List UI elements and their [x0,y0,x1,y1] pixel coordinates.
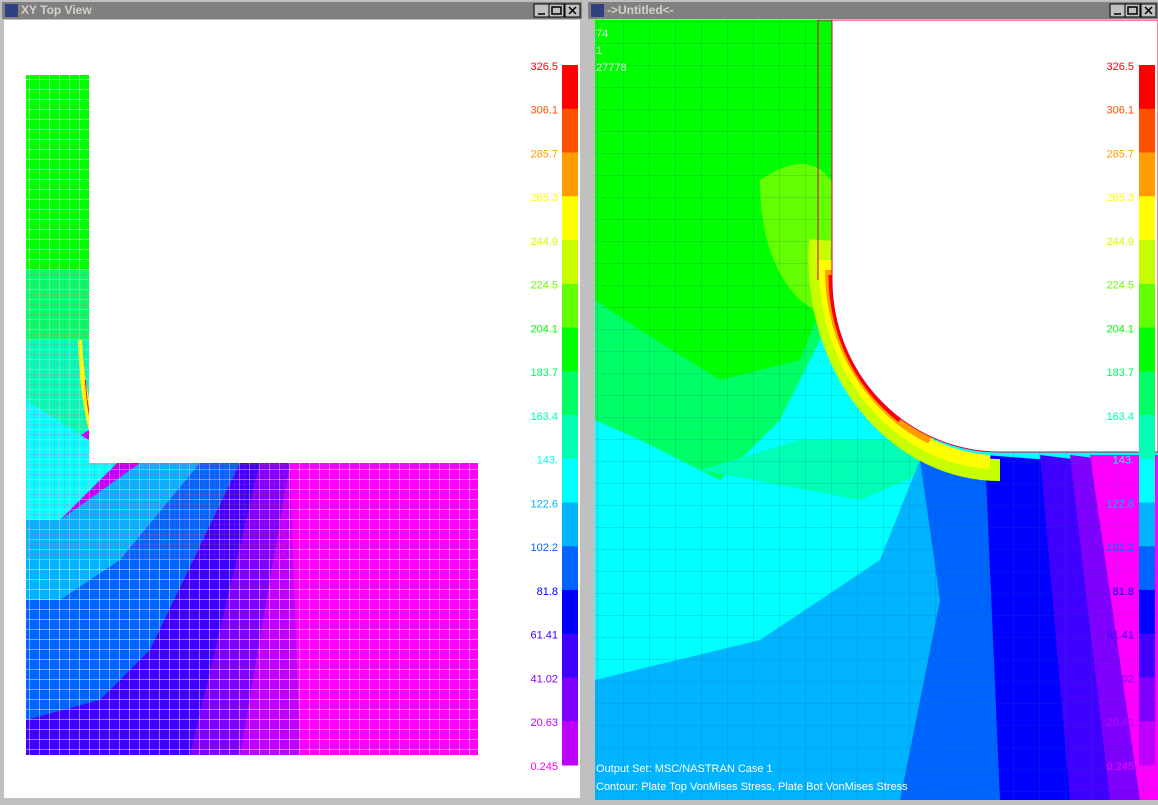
legend-label: 163.4 [1106,411,1134,423]
window-title: XY Top View [21,3,92,17]
legend-label: 224.5 [1106,280,1134,292]
legend-label: 326.5 [1106,61,1134,73]
legend-band [562,240,578,284]
legend-label: 285.7 [530,148,558,160]
legend-label: 122.6 [1106,498,1134,510]
legend-band [562,546,578,590]
legend-band [562,371,578,415]
legend-band [1139,678,1155,722]
info-line: 1 [596,45,602,57]
legend-label: 306.1 [530,105,558,117]
legend-label: 81.8 [1113,586,1134,598]
legend-band [562,503,578,547]
legend-band [1139,153,1155,197]
page: XY Top View 326.5 306.1 285.7 265.3 244.9 224… [0,0,1158,800]
legend-band [562,678,578,722]
legend-band [562,634,578,678]
legend-band [1139,459,1155,503]
minimize-button[interactable] [534,4,549,17]
legend-label: 183.7 [1106,367,1134,379]
right-window: ->Untitled<- 74 1 27778 326.5 306.1 285.7 265… [586,0,1158,800]
legend-label: 61.41 [1106,630,1134,642]
legend-label: 20.63 [1106,717,1134,729]
contour-view[interactable] [595,20,1158,800]
legend-label: 143. [537,455,558,467]
legend-label: 102.2 [1106,542,1134,554]
legend-label: 204.1 [1106,323,1134,335]
legend-band [1139,109,1155,153]
left-window: XY Top View 326.5 306.1 285.7 265.3 244.9 224… [0,0,584,800]
legend-band [562,459,578,503]
legend-band [1139,546,1155,590]
legend-label: 81.8 [537,586,558,598]
legend-band [1139,634,1155,678]
legend-band [1139,65,1155,109]
legend-label: 306.1 [1106,105,1134,117]
legend-band [562,196,578,240]
info-line: 27778 [596,62,627,74]
legend-label: 265.3 [1106,192,1134,204]
legend-band [562,65,578,109]
legend-label: 244.9 [1106,236,1134,248]
legend-band [1139,284,1155,328]
legend-label: 20.63 [530,717,558,729]
legend-label: 163.4 [530,411,558,423]
legend-label: 41.02 [1106,673,1134,685]
window-icon [591,4,604,17]
legend-label: 41.02 [530,673,558,685]
status-line: Output Set: MSC/NASTRAN Case 1 [596,763,773,775]
info-line: 74 [596,28,608,40]
legend-label: 0.245 [1106,761,1134,773]
legend-band [1139,415,1155,459]
legend-label: 122.6 [530,498,558,510]
legend-label: 61.41 [530,630,558,642]
legend-band [1139,240,1155,284]
legend-label: 102.2 [530,542,558,554]
legend-band [562,590,578,634]
window-buttons [534,4,580,17]
legend-label: 224.5 [530,280,558,292]
legend-label: 326.5 [530,61,558,73]
legend-band [562,721,578,765]
legend-label: 204.1 [530,323,558,335]
legend-band [562,109,578,153]
legend-label: 265.3 [530,192,558,204]
minimize-button[interactable] [1110,4,1125,17]
legend-band [562,415,578,459]
legend-band [562,328,578,372]
legend-band [562,153,578,197]
window-icon [5,4,18,17]
legend-label: 0.245 [530,761,558,773]
screen: XY Top View 326.5 306.1 285.7 265.3 244.9 224… [0,0,1158,800]
legend-band [1139,328,1155,372]
legend-label: 143. [1113,455,1134,467]
status-line: Contour: Plate Top VonMises Stress, Plat… [596,781,908,793]
legend-label: 285.7 [1106,148,1134,160]
legend-band [1139,371,1155,415]
legend-band [1139,196,1155,240]
legend-band [1139,503,1155,547]
legend-band [562,284,578,328]
legend-label: 244.9 [530,236,558,248]
legend-label: 183.7 [530,367,558,379]
window-title: ->Untitled<- [607,3,674,17]
legend-band [1139,721,1155,765]
window-buttons [1110,4,1156,17]
legend-band [1139,590,1155,634]
